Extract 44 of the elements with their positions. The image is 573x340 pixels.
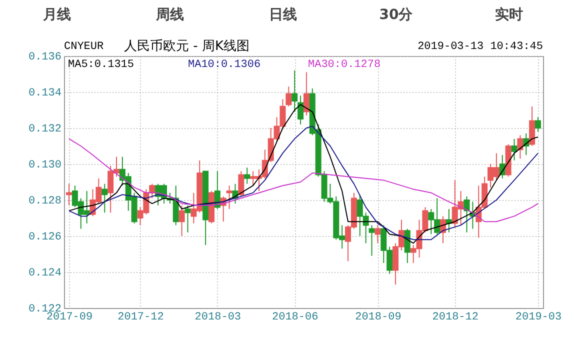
candlestick	[292, 70, 298, 112]
y-tick-label: 0.128	[28, 196, 62, 208]
line-series	[68, 138, 538, 222]
x-tick-label: 2018-06	[272, 312, 318, 324]
candlestick	[149, 183, 156, 199]
x-tick-label: 2017-12	[118, 312, 164, 324]
candlestick	[303, 72, 310, 116]
text: MA30:0.1278	[308, 59, 381, 71]
chart-title: 人民币欧元 - 周K线图	[124, 39, 250, 54]
text: MA5:0.1315	[68, 59, 134, 71]
text: 日线	[269, 7, 297, 23]
x-tick-label: 2018-09	[355, 312, 402, 324]
text: 月线	[42, 7, 71, 23]
text: MA10:0.1306	[188, 59, 261, 71]
candlestick	[66, 183, 72, 206]
y-tick-label: 0.130	[28, 160, 62, 172]
candlestick	[178, 204, 185, 236]
candlestick	[226, 185, 232, 210]
y-tick-label: 0.126	[28, 232, 62, 244]
candlestick	[298, 95, 304, 125]
x-tick-label: 2019-03	[515, 312, 562, 324]
candlestick	[102, 183, 108, 214]
x-tick-label: 2018-03	[194, 312, 242, 324]
text: 2019-03-13 10:43:45	[418, 41, 543, 53]
candlestick	[368, 224, 375, 256]
candlestick	[529, 106, 536, 146]
candlestick	[517, 134, 524, 160]
candlestick	[238, 170, 244, 197]
text: 30分	[379, 7, 414, 23]
y-tick-label: 0.134	[28, 88, 62, 100]
text: 实时	[495, 6, 523, 23]
y-tick-label: 0.124	[28, 268, 62, 280]
candlestick	[535, 116, 541, 132]
y-tick-label: 0.132	[28, 124, 62, 136]
candlestick	[374, 224, 381, 244]
text: 周线	[155, 7, 184, 23]
text: CNYEUR	[64, 41, 104, 53]
y-tick-label: 0.136	[28, 52, 62, 64]
candlestick	[184, 204, 191, 233]
candlestick	[244, 167, 250, 184]
candlestick	[286, 86, 292, 107]
x-tick-label: 2018-12	[432, 312, 478, 324]
candlestick	[511, 138, 518, 161]
candlestick	[404, 228, 410, 264]
